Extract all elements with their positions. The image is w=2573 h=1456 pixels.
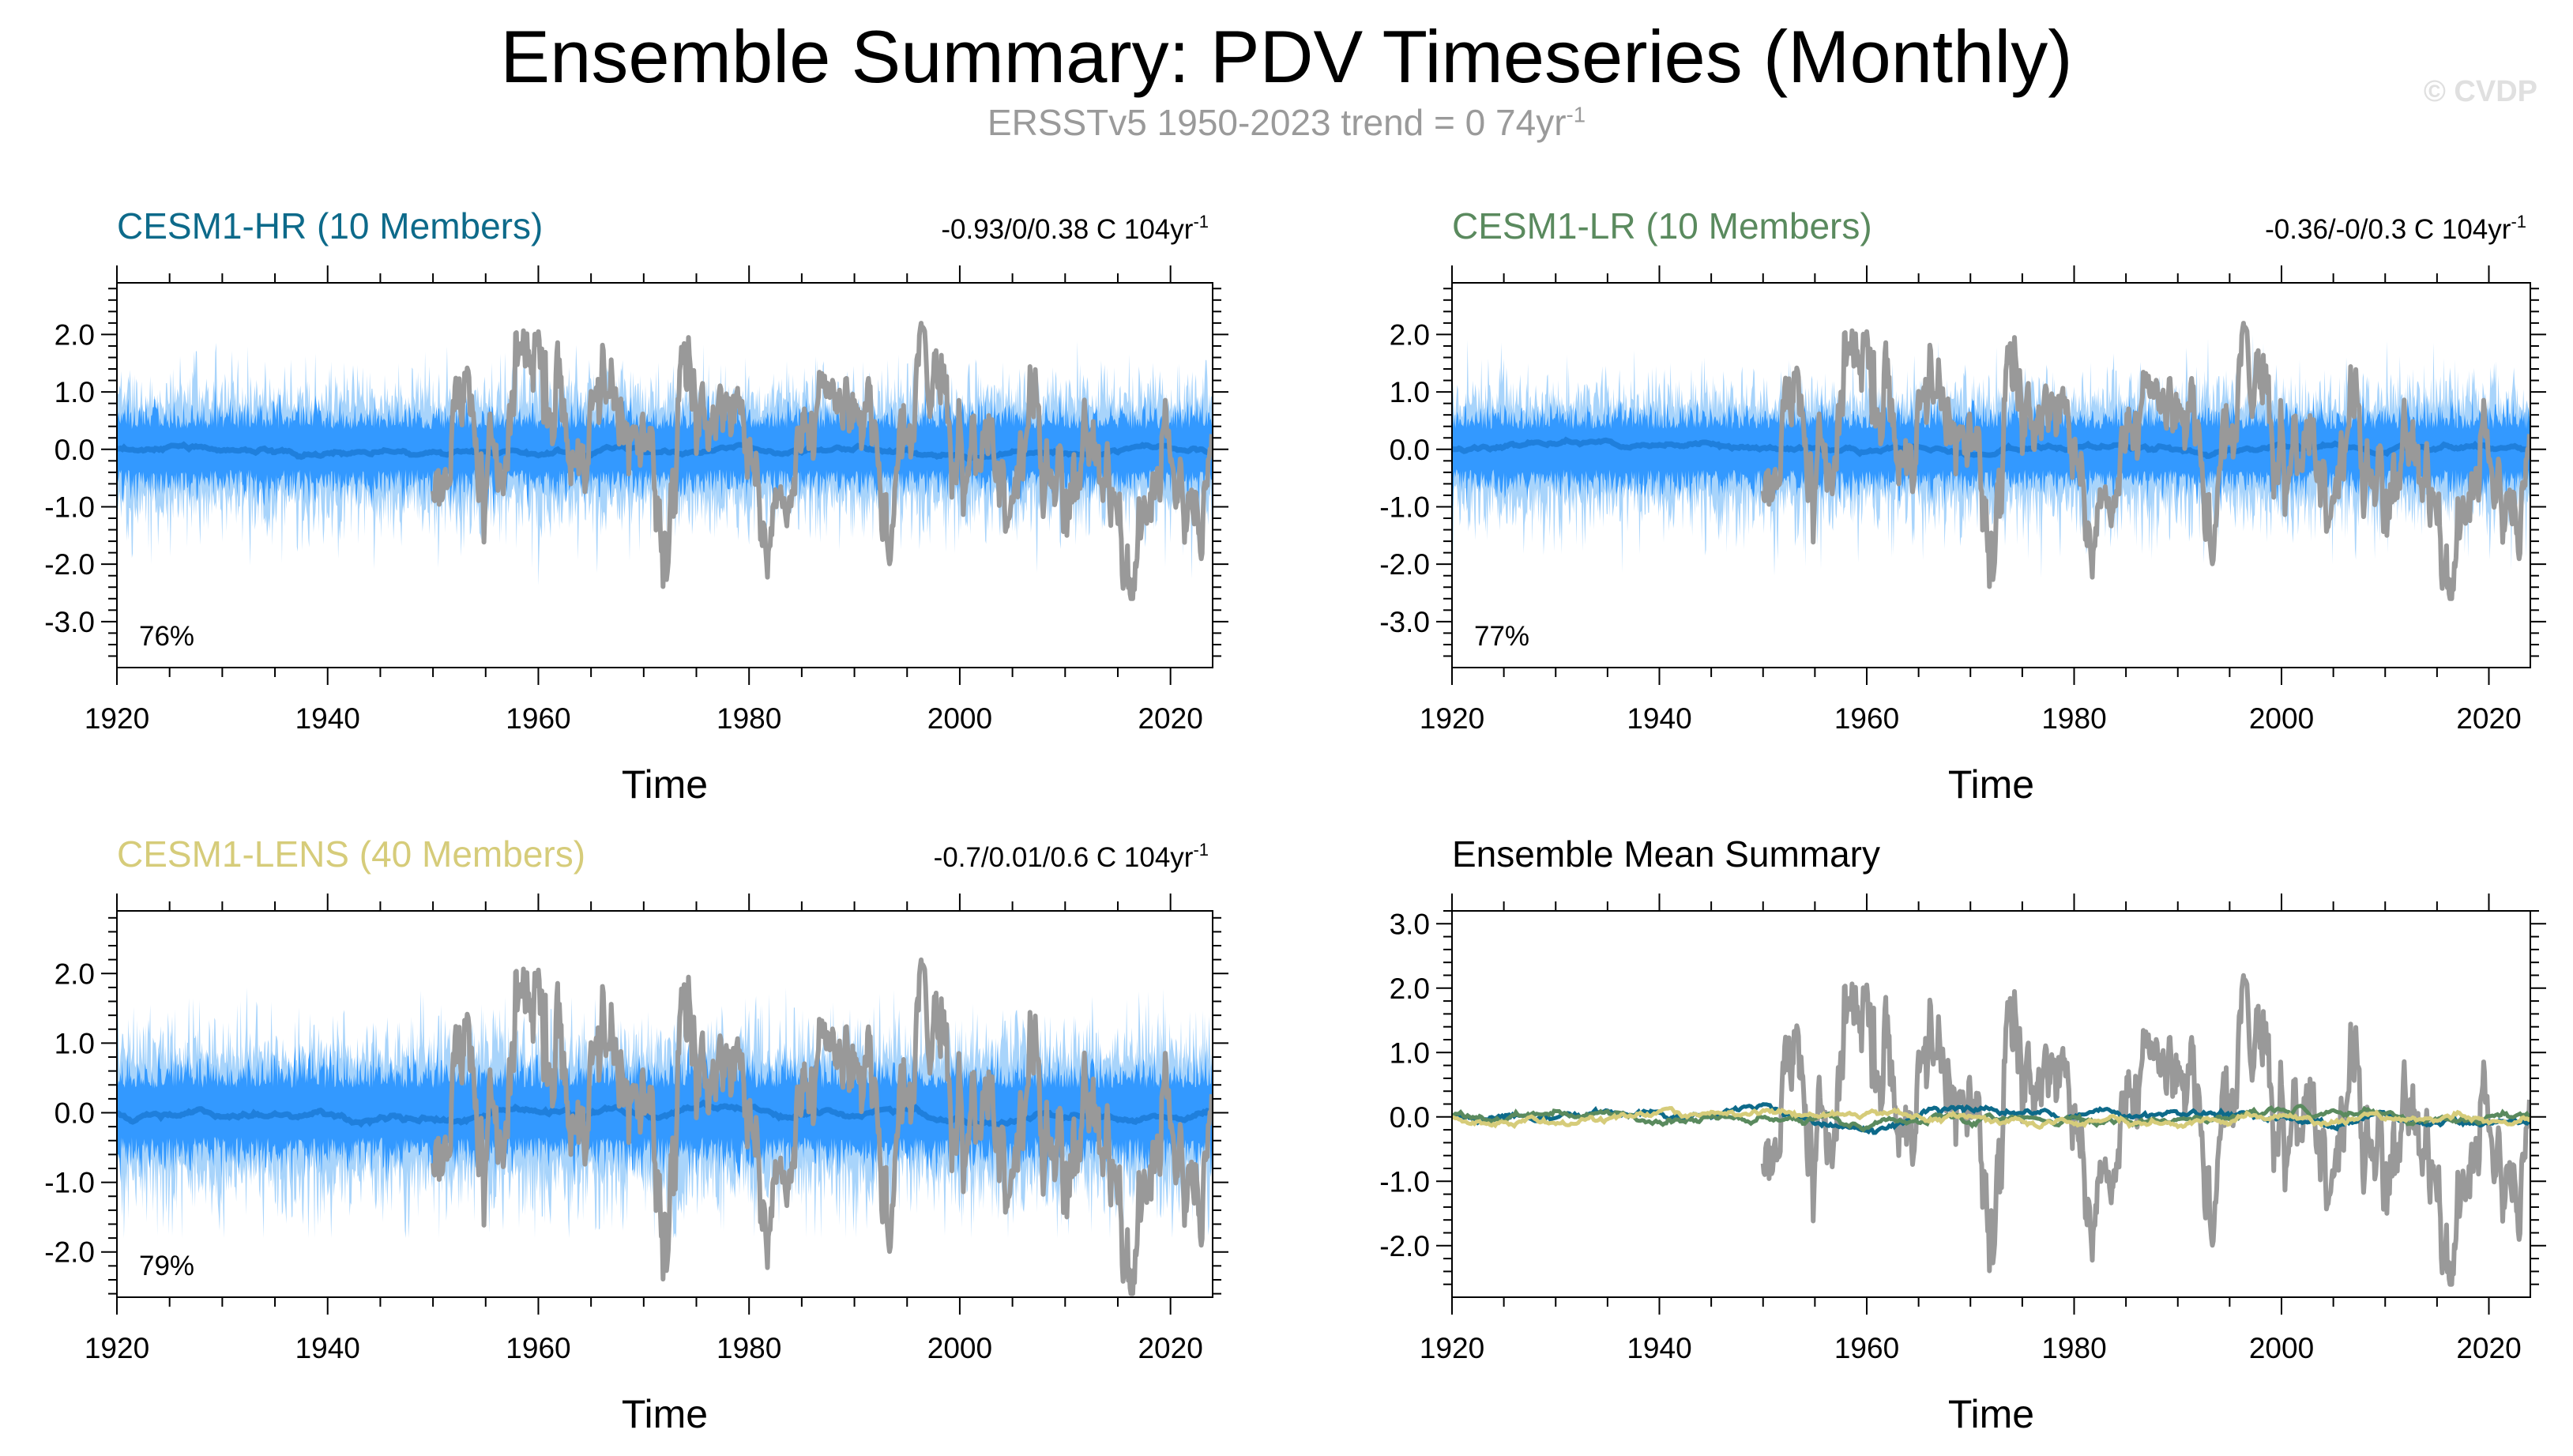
figure-subtitle: ERSSTv5 1950-2023 trend = 0 74yr-1 (0, 101, 2573, 144)
y-tick-label: -2.0 (1379, 548, 1430, 581)
x-axis-title: Time (622, 1392, 708, 1436)
y-tick-label: 3.0 (1390, 908, 1430, 940)
panel-title: CESM1-LENS (40 Members) (117, 833, 585, 875)
trend-text: -0.36/-0/0.3 C 104yr (2265, 214, 2511, 245)
observed-line (431, 957, 1213, 1296)
plot-frame (116, 282, 1213, 668)
panel-title: Ensemble Mean Summary (1452, 833, 1880, 875)
x-tick-label: 1980 (717, 702, 781, 735)
plot-area (1452, 321, 2530, 601)
y-tick-label: 2.0 (1390, 973, 1430, 1005)
panel-title: CESM1-LR (10 Members) (1452, 205, 1872, 246)
x-tick-label: 1920 (1420, 702, 1484, 735)
trend-label: -0.7/0.01/0.6 C 104yr-1 (934, 840, 1209, 873)
y-tick-label: -2.0 (44, 1236, 95, 1269)
x-tick-label: 2020 (2456, 1332, 2521, 1364)
x-axis-title: Time (1948, 1392, 2034, 1436)
pct-label: 76% (139, 621, 194, 652)
trend-text: -0.7/0.01/0.6 C 104yr (934, 842, 1194, 873)
ensemble-mean-line-3 (1452, 1106, 2530, 1131)
y-tick-label: 0.0 (1390, 434, 1430, 466)
trend-superscript: -1 (1193, 840, 1209, 860)
y-tick-label: -1.0 (44, 1167, 95, 1199)
trend-label: -0.36/-0/0.3 C 104yr-1 (2265, 212, 2526, 245)
panel-cesm1-hr: 1920 1940 1960 1980 2000 2020 2.0 1.0 0.0 -1.0 -2.… (44, 205, 1228, 807)
subtitle-text: ERSSTv5 1950-2023 trend = 0 74yr (987, 102, 1567, 143)
x-tick-label: 1980 (717, 1332, 781, 1364)
subtitle-superscript: -1 (1566, 102, 1586, 127)
plot-area (1452, 973, 2530, 1287)
x-tick-label: 1920 (85, 702, 149, 735)
trend-label: -0.93/0/0.38 C 104yr-1 (941, 212, 1209, 245)
y-tick-label: -1.0 (1379, 1165, 1430, 1198)
panel-cesm1-lens: 1920 1940 1960 1980 2000 2020 2.0 1.0 0.0 -1.0 -2.… (44, 833, 1228, 1436)
y-tick-label: 0.0 (55, 1097, 95, 1130)
y-tick-label: 2.0 (55, 318, 95, 351)
x-tick-label: 2000 (927, 1332, 992, 1364)
y-tick-label: 1.0 (55, 376, 95, 408)
x-tick-label: 1920 (1420, 1332, 1484, 1364)
ensemble-mean-line (117, 441, 1213, 463)
y-tick-label: 1.0 (55, 1027, 95, 1059)
trend-superscript: -1 (1193, 212, 1209, 231)
observed-line (431, 321, 1213, 601)
observed-line (1760, 973, 2530, 1287)
x-tick-label: 1940 (295, 1332, 360, 1364)
x-tick-label: 1960 (1834, 1332, 1899, 1364)
trend-superscript: -1 (2511, 212, 2526, 231)
plot-frame (116, 910, 1213, 1298)
x-tick-label: 1980 (2041, 702, 2106, 735)
y-tick-label: -3.0 (44, 606, 95, 638)
x-tick-label: 1960 (506, 702, 570, 735)
trend-text: -0.93/0/0.38 C 104yr (941, 214, 1193, 245)
x-tick-label: 2020 (1138, 702, 1202, 735)
plot-area (117, 957, 1213, 1296)
y-tick-label: 0.0 (1390, 1101, 1430, 1134)
ensemble-inner-band (1452, 389, 2530, 516)
x-tick-label: 2020 (2456, 702, 2521, 735)
pct-label: 77% (1474, 621, 1529, 652)
y-tick-label: 1.0 (1390, 376, 1430, 408)
y-tick-label: 2.0 (55, 957, 95, 990)
x-axis-title: Time (622, 762, 708, 807)
figure-title: Ensemble Summary: PDV Timeseries (Monthl… (500, 15, 2073, 98)
y-tick-label: -3.0 (1379, 606, 1430, 638)
y-tick-label: 1.0 (1390, 1037, 1430, 1069)
pct-label: 79% (139, 1251, 194, 1281)
x-tick-label: 2000 (2249, 702, 2314, 735)
panel-title: CESM1-HR (10 Members) (117, 205, 543, 246)
x-tick-label: 1980 (2041, 1332, 2106, 1364)
panel-cesm1-lr: 1920 1940 1960 1980 2000 2020 2.0 1.0 0.0 -1.0 -2.… (1379, 205, 2546, 807)
x-tick-label: 1960 (506, 1332, 570, 1364)
y-tick-label: 0.0 (55, 434, 95, 466)
x-tick-label: 1940 (1627, 702, 1691, 735)
x-tick-label: 1940 (1627, 1332, 1691, 1364)
plot-area (117, 321, 1213, 601)
ensemble-mean-line (1452, 436, 2530, 459)
y-tick-label: -1.0 (44, 491, 95, 523)
y-tick-label: -2.0 (1379, 1230, 1430, 1262)
x-axis-title: Time (1948, 762, 2034, 807)
x-tick-label: 2000 (927, 702, 992, 735)
y-tick-label: 2.0 (1390, 318, 1430, 351)
observed-line (1760, 321, 2530, 601)
ensemble-mean-line (117, 1099, 1213, 1128)
x-tick-label: 2000 (2249, 1332, 2314, 1364)
plot-frame (1451, 282, 2531, 668)
panel-ensemble-mean-summary: 1920 1940 1960 1980 2000 2020 3.0 2.0 1.0 0.0 -1.0… (1379, 833, 2546, 1436)
x-tick-label: 2020 (1138, 1332, 1202, 1364)
y-tick-label: -1.0 (1379, 491, 1430, 523)
x-tick-label: 1940 (295, 702, 360, 735)
x-tick-label: 1960 (1834, 702, 1899, 735)
x-tick-label: 1920 (85, 1332, 149, 1364)
cvdp-watermark: © CVDP (2423, 75, 2537, 108)
y-tick-label: -2.0 (44, 548, 95, 581)
